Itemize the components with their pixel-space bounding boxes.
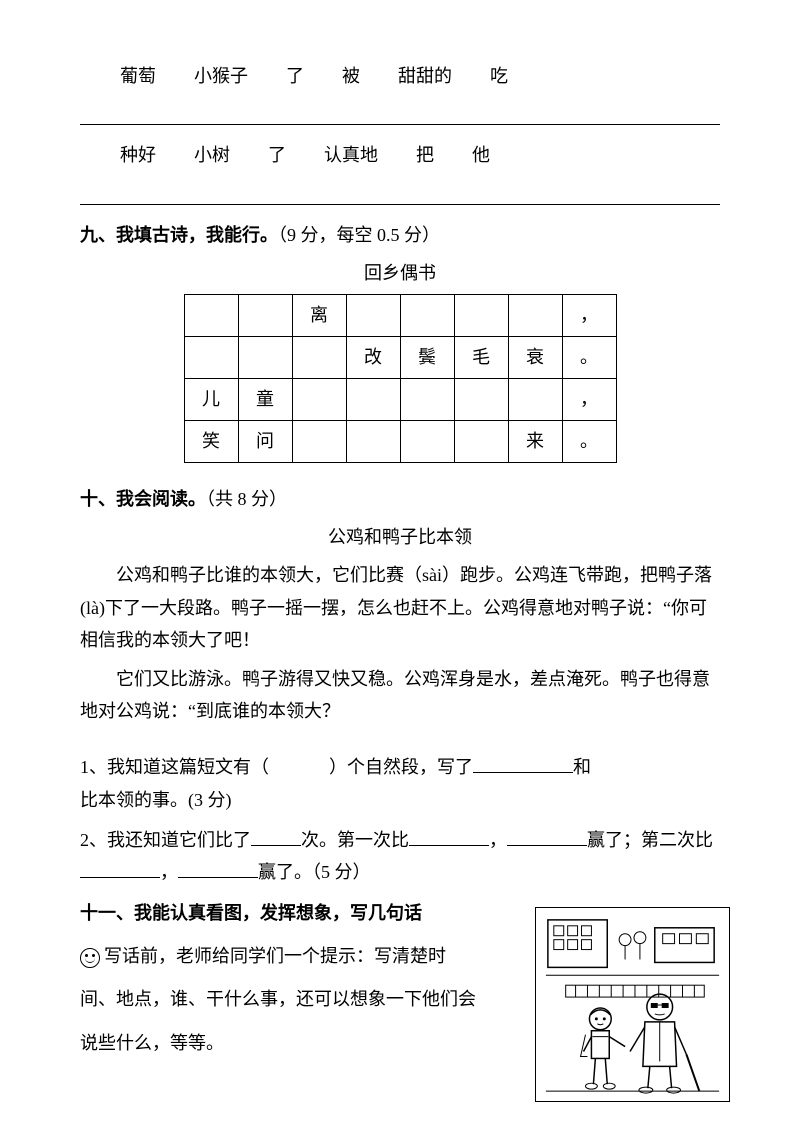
heading-text: 十、我会阅读。	[80, 489, 206, 509]
q-text: 比本领的事。(3 分)	[80, 790, 232, 810]
q-text: 2、我还知道它们比了	[80, 830, 251, 850]
section-10-heading: 十、我会阅读。（共 8 分）	[80, 483, 720, 515]
q-text: ）个自然段，写了	[329, 757, 473, 777]
passage-title: 公鸡和鸭子比本领	[80, 521, 720, 553]
poem-cell[interactable]	[238, 294, 292, 336]
poem-cell: 。	[562, 420, 616, 462]
poem-cell[interactable]	[454, 294, 508, 336]
poem-grid: 离，改鬓毛衰。儿童，笑问来。	[184, 294, 617, 463]
word: 小猴子	[194, 60, 248, 92]
question-1: 1、我知道这篇短文有（ ）个自然段，写了 和 比本领的事。(3 分)	[80, 751, 720, 816]
q-text: 和	[573, 757, 591, 777]
poem-cell: 鬓	[400, 336, 454, 378]
poem-cell: 问	[238, 420, 292, 462]
poem-cell[interactable]	[184, 336, 238, 378]
question-2: 2、我还知道它们比了 次。第一次比 ， 赢了；第二次比 ， 赢了。（5 分）	[80, 824, 720, 889]
fill-blank[interactable]	[80, 858, 160, 878]
q-text: ，	[160, 862, 178, 882]
poem-cell[interactable]	[292, 420, 346, 462]
word: 了	[268, 139, 286, 171]
passage-paragraph-2: 它们又比游泳。鸭子游得又快又稳。公鸡浑身是水，差点淹死。鸭子也得意地对公鸡说：“…	[80, 663, 720, 728]
word: 被	[342, 60, 360, 92]
word: 种好	[120, 139, 156, 171]
poem-cell[interactable]	[346, 420, 400, 462]
word-set-1: 葡萄 小猴子 了 被 甜甜的 吃	[120, 60, 720, 92]
word: 把	[416, 139, 434, 171]
poem-cell: ，	[562, 294, 616, 336]
poem-cell[interactable]	[400, 378, 454, 420]
section-9-heading: 九、我填古诗，我能行。（9 分，每空 0.5 分）	[80, 219, 720, 251]
poem-cell: 离	[292, 294, 346, 336]
poem-cell: 改	[346, 336, 400, 378]
q-text: 赢了；第二次比	[587, 830, 713, 850]
poem-cell[interactable]	[400, 294, 454, 336]
answer-blank-line[interactable]	[80, 177, 720, 205]
heading-text: 九、我填古诗，我能行。	[80, 225, 278, 245]
poem-cell: 衰	[508, 336, 562, 378]
fill-blank[interactable]	[507, 826, 587, 846]
word: 葡萄	[120, 60, 156, 92]
poem-cell: 毛	[454, 336, 508, 378]
poem-cell: 笑	[184, 420, 238, 462]
poem-title: 回乡偶书	[80, 257, 720, 289]
poem-cell: 。	[562, 336, 616, 378]
q-text: 1、我知道这篇短文有（	[80, 757, 269, 777]
poem-cell[interactable]	[400, 420, 454, 462]
poem-cell[interactable]	[292, 378, 346, 420]
word: 小树	[194, 139, 230, 171]
poem-cell[interactable]	[454, 378, 508, 420]
points-text: （9 分，每空 0.5 分）	[278, 225, 440, 245]
word: 他	[472, 139, 490, 171]
fill-blank[interactable]	[473, 753, 573, 773]
smile-icon	[80, 948, 100, 968]
word-set-2: 种好 小树 了 认真地 把 他	[120, 139, 720, 171]
illustration-svg	[536, 908, 729, 1101]
poem-cell[interactable]	[238, 336, 292, 378]
poem-cell[interactable]	[508, 378, 562, 420]
poem-cell[interactable]	[346, 378, 400, 420]
poem-cell: ，	[562, 378, 616, 420]
fill-blank[interactable]	[251, 826, 301, 846]
hint-text: 写话前，老师给同学们一个提示：写清楚时间、地点，谁、干什么事，还可以想象一下他们…	[80, 946, 476, 1052]
poem-cell[interactable]	[184, 294, 238, 336]
word: 吃	[490, 60, 508, 92]
poem-cell: 童	[238, 378, 292, 420]
q-text: 次。第一次比	[301, 830, 409, 850]
answer-blank-line[interactable]	[80, 97, 720, 125]
poem-cell[interactable]	[508, 294, 562, 336]
poem-cell: 儿	[184, 378, 238, 420]
word: 认真地	[324, 139, 378, 171]
section-11-text: 写话前，老师给同学们一个提示：写清楚时间、地点，谁、干什么事，还可以想象一下他们…	[80, 935, 480, 1065]
fill-blank[interactable]	[409, 826, 489, 846]
writing-prompt-illustration	[535, 907, 730, 1102]
section-11-body: 写话前，老师给同学们一个提示：写清楚时间、地点，谁、干什么事，还可以想象一下他们…	[80, 935, 720, 1065]
poem-cell[interactable]	[454, 420, 508, 462]
word: 了	[286, 60, 304, 92]
points-text: （共 8 分）	[206, 489, 287, 509]
passage-paragraph-1: 公鸡和鸭子比谁的本领大，它们比赛（sài）跑步。公鸡连飞带跑，把鸭子落(là)下…	[80, 559, 720, 656]
poem-cell: 来	[508, 420, 562, 462]
poem-cell[interactable]	[346, 294, 400, 336]
fill-blank[interactable]	[178, 858, 258, 878]
word: 甜甜的	[398, 60, 452, 92]
q-text: ，	[489, 830, 507, 850]
poem-cell[interactable]	[292, 336, 346, 378]
q-text: 赢了。（5 分）	[258, 862, 371, 882]
